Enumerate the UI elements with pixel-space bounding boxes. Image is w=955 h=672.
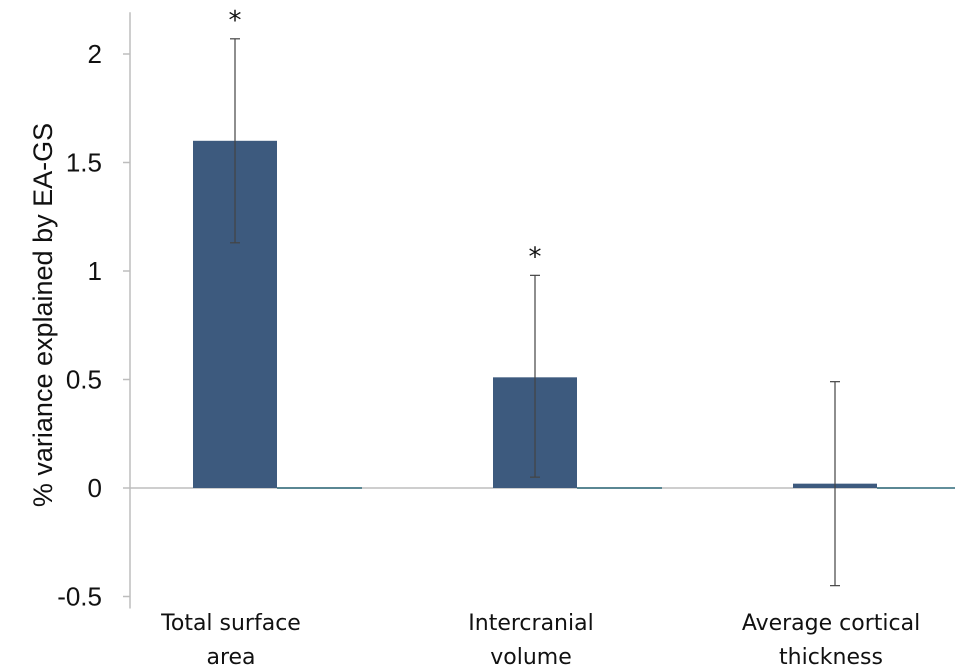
x-category-label: area [206, 645, 255, 670]
significance-star: * [229, 6, 242, 36]
x-category-label: Intercranial [468, 611, 593, 636]
error-bars [230, 38, 840, 587]
bars [193, 140, 955, 489]
significance-markers: ** [229, 6, 542, 273]
y-tick-label: -0.5 [57, 582, 102, 612]
x-category-label: thickness [779, 645, 883, 670]
y-tick-label: 2 [88, 39, 102, 69]
y-tick-label: 1 [88, 256, 102, 286]
x-axis-categories: Total surface area Intercranial volume Avera… [160, 611, 920, 670]
y-tick-label: 0 [88, 473, 102, 503]
y-tick-label: 0.5 [66, 365, 102, 395]
x-category-label: Average cortical [742, 611, 920, 636]
y-axis-ticks: 2 1.5 1 0.5 0 -0.5 [57, 39, 130, 612]
x-category-label: volume [490, 645, 572, 670]
y-tick-label: 1.5 [66, 148, 102, 178]
significance-star: * [529, 242, 542, 272]
y-axis-label: % variance explained by EA-GS [28, 123, 58, 507]
x-category-label: Total surface [160, 611, 301, 636]
